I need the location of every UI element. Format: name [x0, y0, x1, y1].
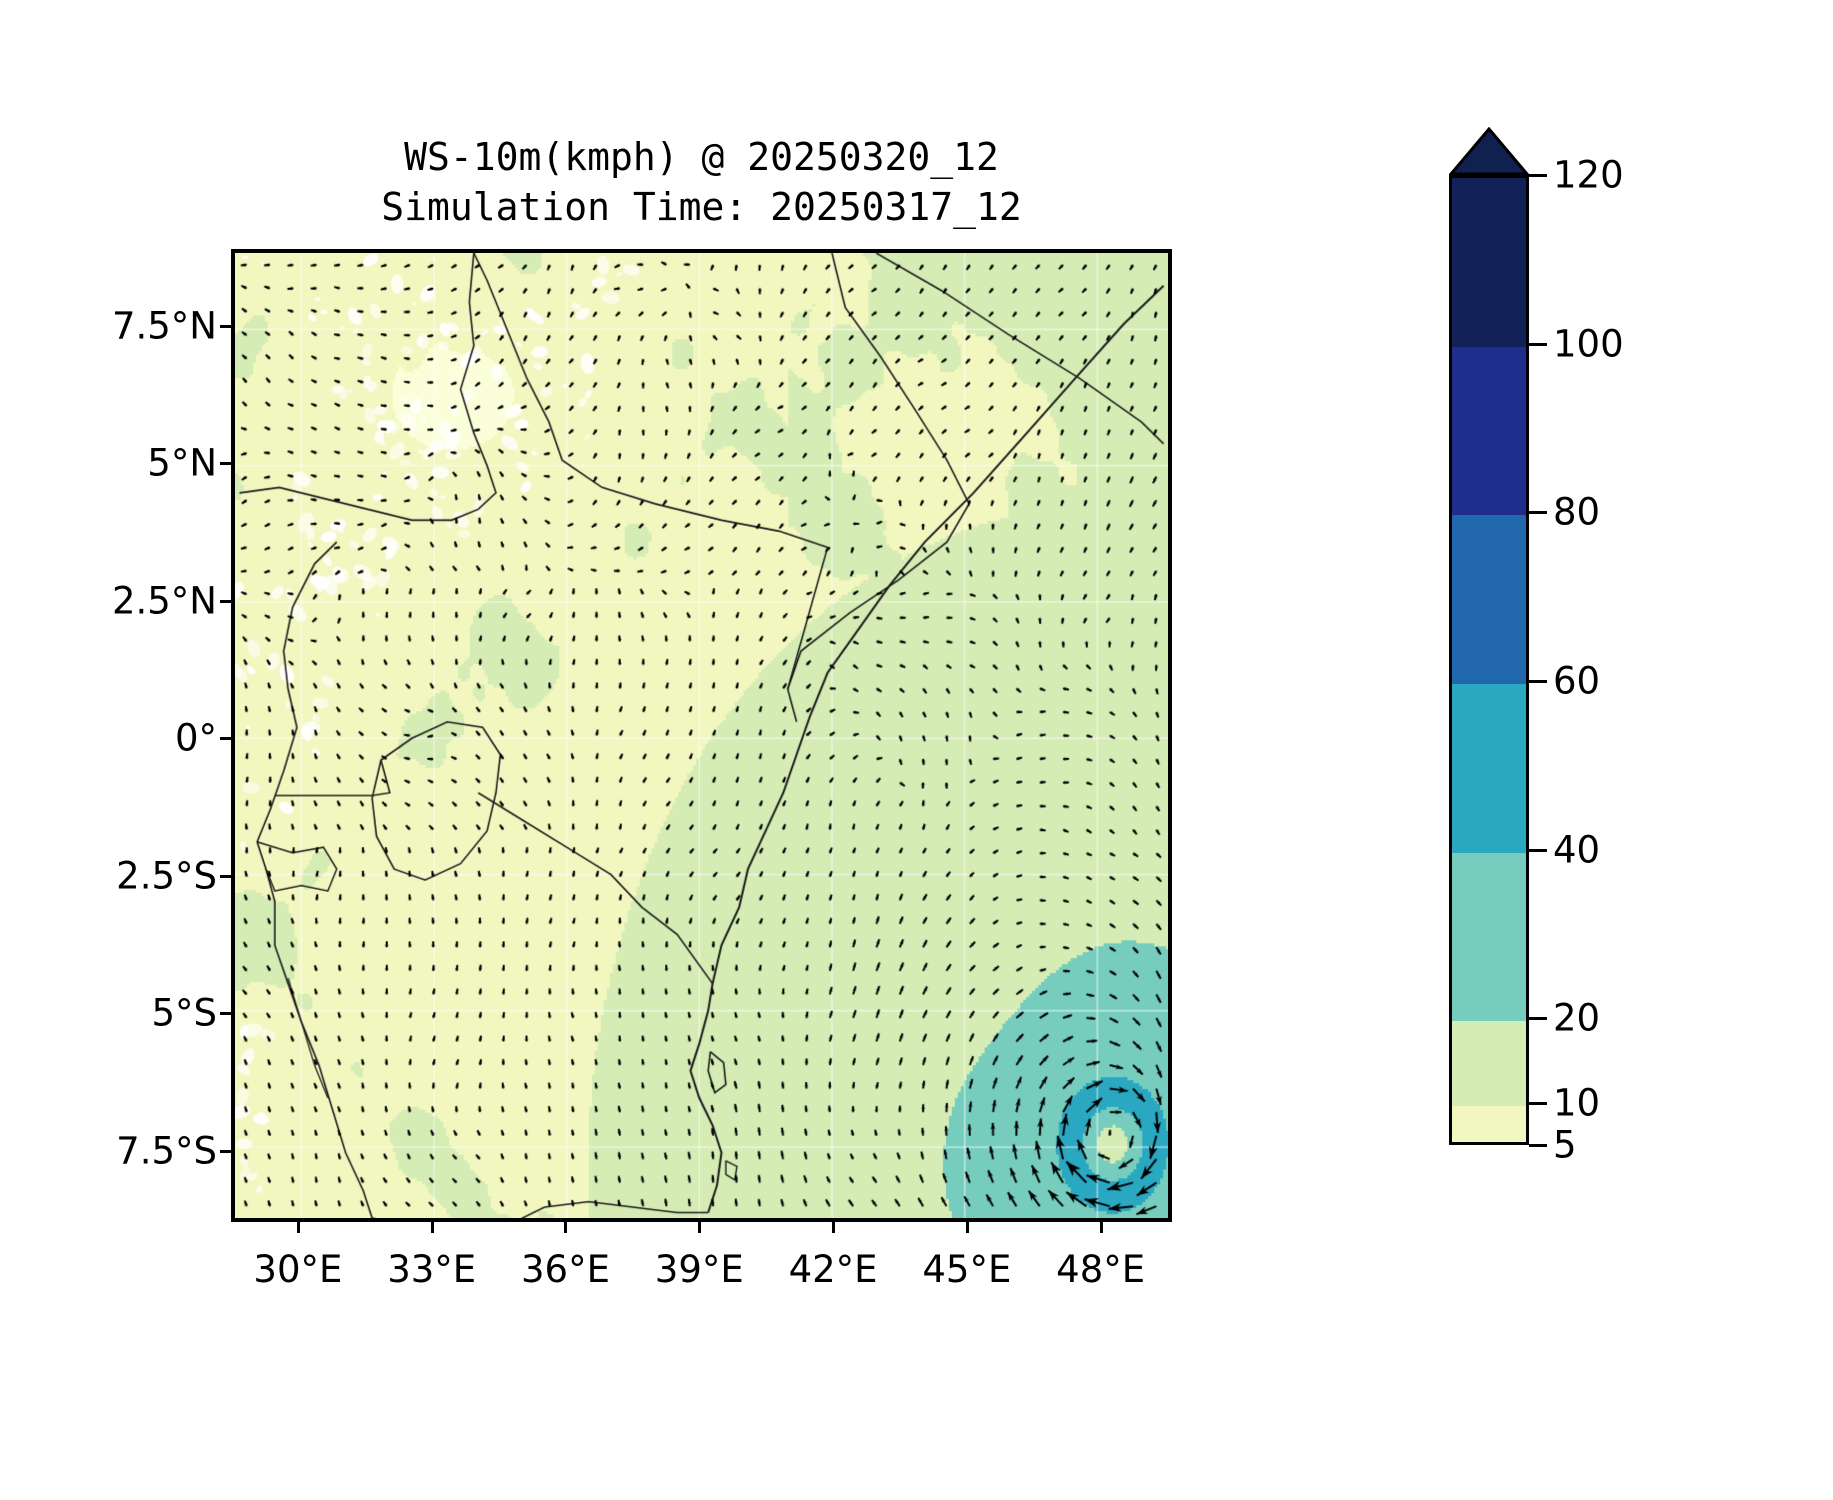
- colorbar-tick-label: 120: [1553, 153, 1624, 197]
- figure-title: WS-10m(kmph) @ 20250320_12 Simulation Ti…: [231, 132, 1172, 232]
- y-axis-tick-mark: [220, 462, 231, 466]
- colorbar-tick-label: 80: [1553, 490, 1601, 534]
- colorbar-tick-mark: [1529, 1144, 1547, 1147]
- colorbar: [1449, 127, 1529, 1145]
- y-axis-tick-mark: [220, 324, 231, 328]
- x-axis-tick-label: 36°E: [520, 1248, 610, 1291]
- colorbar-tick-mark: [1529, 1017, 1547, 1021]
- y-axis-tick-label: 5°S: [151, 991, 217, 1035]
- y-axis-tick-label: 0°: [174, 716, 217, 760]
- x-axis-tick-label: 45°E: [922, 1248, 1012, 1291]
- colorbar-tick-mark: [1529, 680, 1547, 684]
- x-axis-tick-mark: [1099, 1222, 1103, 1233]
- x-axis-tick-mark: [430, 1222, 434, 1233]
- colorbar-tick-mark: [1529, 511, 1547, 515]
- x-axis-tick-label: 30°E: [253, 1248, 343, 1291]
- y-axis-tick-mark: [220, 1149, 231, 1153]
- y-axis-tick-label: 7.5°N: [111, 304, 217, 348]
- x-axis-tick-label: 39°E: [654, 1248, 744, 1291]
- colorbar-segment: [1452, 178, 1526, 347]
- colorbar-segment: [1452, 684, 1526, 853]
- title-line-variable: WS-10m(kmph) @ 20250320_12: [404, 135, 999, 179]
- y-axis-tick-mark: [220, 1012, 231, 1016]
- y-axis-tick-mark: [220, 599, 231, 603]
- colorbar-tick-mark: [1529, 1101, 1547, 1105]
- colorbar-gradient: [1449, 175, 1529, 1145]
- y-axis-tick-label: 2.5°N: [111, 579, 217, 623]
- map-plot-area: [231, 249, 1172, 1222]
- colorbar-extend-arrow-icon: [1449, 127, 1529, 176]
- x-axis-tick-mark: [564, 1222, 568, 1233]
- colorbar-tick-label: 100: [1553, 322, 1624, 366]
- x-axis-tick-label: 48°E: [1056, 1248, 1146, 1291]
- colorbar-segment: [1452, 1105, 1526, 1142]
- y-axis-tick-label: 5°N: [147, 441, 217, 485]
- y-axis-tick-label: 7.5°S: [116, 1129, 217, 1173]
- x-axis-tick-label: 42°E: [788, 1248, 878, 1291]
- colorbar-tick-label: 10: [1553, 1081, 1601, 1125]
- title-line-simulation-time: Simulation Time: 20250317_12: [381, 185, 1022, 230]
- colorbar-tick-label: 40: [1553, 828, 1601, 872]
- x-axis-tick-mark: [698, 1222, 702, 1233]
- colorbar-tick-label: 20: [1553, 996, 1601, 1040]
- colorbar-tick-mark: [1529, 848, 1547, 852]
- colorbar-tick-mark: [1529, 174, 1547, 177]
- colorbar-tick-label: 5: [1553, 1123, 1577, 1167]
- colorbar-tick-mark: [1529, 342, 1547, 346]
- colorbar-tick-label: 60: [1553, 659, 1601, 703]
- colorbar-segment: [1452, 852, 1526, 1022]
- x-axis-tick-mark: [832, 1222, 836, 1233]
- x-axis-tick-mark: [965, 1222, 969, 1233]
- colorbar-segment: [1452, 515, 1526, 685]
- colorbar-segment: [1452, 1021, 1526, 1106]
- x-axis-tick-label: 33°E: [387, 1248, 477, 1291]
- y-axis-tick-mark: [220, 737, 231, 741]
- y-axis-tick-mark: [220, 874, 231, 878]
- wind-speed-field-canvas: [235, 253, 1168, 1218]
- y-axis-tick-label: 2.5°S: [116, 854, 217, 898]
- x-axis-tick-mark: [296, 1222, 300, 1233]
- colorbar-segment: [1452, 346, 1526, 516]
